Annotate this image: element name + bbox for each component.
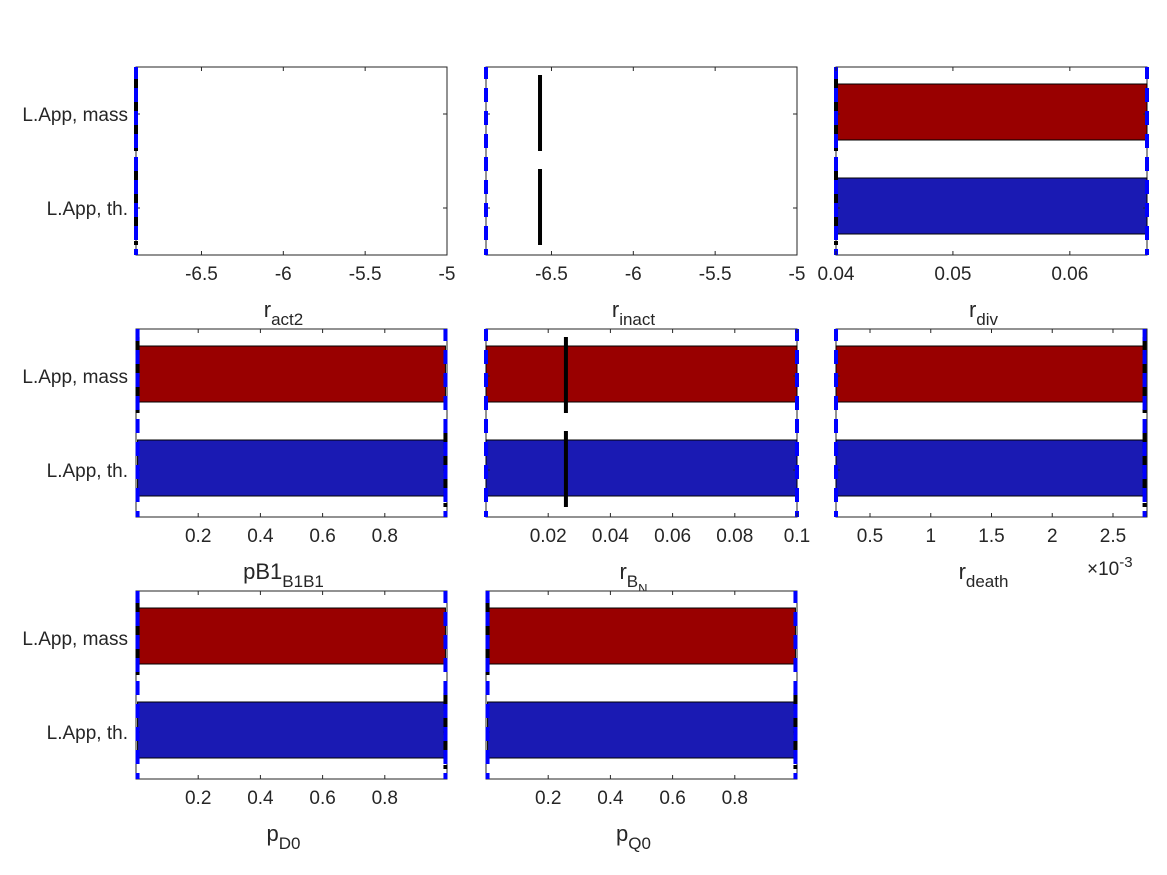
bar-th — [137, 701, 446, 759]
x-tick-label: -6.5 — [185, 264, 218, 285]
x-axis-label-sub: B — [627, 572, 638, 591]
x-tick-label: 2.5 — [1100, 526, 1126, 547]
bar-th — [487, 701, 796, 759]
category-label: L.App, th. — [47, 723, 128, 744]
axes-box — [485, 66, 798, 256]
x-exponent-power: -3 — [1119, 554, 1132, 571]
x-axis-label: pQ0 — [616, 821, 651, 853]
x-tick-label: 0.8 — [372, 788, 398, 809]
x-tick-label: 0.1 — [784, 526, 810, 547]
x-tick-label: 1.5 — [978, 526, 1004, 547]
x-tick-label: 0.06 — [654, 526, 691, 547]
x-tick-label: 0.8 — [372, 526, 398, 547]
x-axis-label-sub: Q0 — [628, 834, 651, 853]
x-axis-label-sub: inact — [619, 310, 655, 329]
x-axis-label-main: r — [619, 559, 626, 584]
bar-mass — [485, 345, 798, 403]
category-label: L.App, th. — [47, 461, 128, 482]
x-tick-label: 2 — [1047, 526, 1058, 547]
x-exponent-label: ×10-3 — [1087, 554, 1133, 580]
bar-mass — [835, 83, 1148, 141]
x-tick-label: 0.4 — [247, 788, 274, 809]
panel-1: -6.5 -6 -5.5 -5 L.App, mass L.App, th. ract2 — [22, 66, 456, 329]
x-axis-label-main: r — [969, 297, 976, 322]
x-exponent-base: ×10 — [1087, 559, 1119, 580]
panel-4: 0.2 0.4 0.6 0.8 L.App, mass L.App, th. pB1B1B1 — [22, 328, 448, 591]
x-tick-label: -5.5 — [699, 264, 732, 285]
x-tick-label: 0.2 — [185, 526, 211, 547]
panel-6: 0.5 1 1.5 2 2.5 rdeath ×10-3 — [834, 328, 1148, 591]
x-tick-label: 1 — [925, 526, 936, 547]
x-axis-label-sub: B1B1 — [282, 572, 324, 591]
bar-th — [137, 439, 446, 497]
x-axis-label-sub: act2 — [271, 310, 303, 329]
panel-7: 0.2 0.4 0.6 0.8 L.App, mass L.App, th. pD0 — [22, 590, 448, 853]
bar-mass — [137, 607, 446, 665]
x-tick-label: 0.4 — [247, 526, 274, 547]
x-axis-label-main: r — [264, 297, 271, 322]
x-tick-label: -5 — [789, 264, 806, 285]
x-tick-label: 0.06 — [1051, 264, 1088, 285]
category-label: L.App, mass — [22, 629, 128, 650]
panel-3: 0.04 0.05 0.06 rdiv — [818, 66, 1149, 329]
category-label: L.App, mass — [22, 105, 128, 126]
x-tick-label: 0.04 — [592, 526, 629, 547]
x-tick-label: 0.5 — [857, 526, 883, 547]
x-tick-label: 0.05 — [934, 264, 971, 285]
bar-th — [485, 439, 798, 497]
panel-8: 0.2 0.4 0.6 0.8 pQ0 — [485, 590, 798, 853]
x-axis-label: rinact — [612, 297, 656, 329]
x-tick-label: -5.5 — [349, 264, 382, 285]
x-tick-label: 0.08 — [716, 526, 753, 547]
x-axis-label-sub: D0 — [279, 834, 301, 853]
bar-mass — [137, 345, 446, 403]
x-axis-label-main: r — [959, 559, 966, 584]
bar-th — [835, 177, 1148, 235]
x-axis-label-subsub: N — [638, 581, 647, 596]
x-tick-label: 0.04 — [818, 264, 855, 285]
x-tick-label: -6 — [275, 264, 292, 285]
x-axis-label: rBNrB_N — [619, 559, 647, 596]
x-tick-label: 0.2 — [535, 788, 561, 809]
x-axis-label: rdiv — [969, 297, 999, 329]
x-axis-label-main: p — [616, 821, 628, 846]
panel-2: -6.5 -6 -5.5 -5 rinact — [484, 66, 806, 329]
panel-5: 0.02 0.04 0.06 0.08 0.1 rBNrB_N — [484, 328, 810, 596]
x-axis-label: rdeath — [959, 559, 1009, 591]
bar-th — [835, 439, 1146, 497]
x-tick-label: 0.6 — [659, 788, 685, 809]
x-tick-label: 0.4 — [597, 788, 624, 809]
x-tick-label: 0.6 — [309, 788, 335, 809]
bar-mass — [835, 345, 1146, 403]
x-tick-label: 0.02 — [530, 526, 567, 547]
x-tick-label: 0.8 — [722, 788, 748, 809]
axes-box — [135, 66, 448, 256]
x-axis-label-main: p — [267, 821, 279, 846]
x-axis-label-sub: div — [976, 310, 998, 329]
x-tick-label: -5 — [439, 264, 456, 285]
x-axis-label: ract2 — [264, 297, 303, 329]
x-tick-label: -6 — [625, 264, 642, 285]
category-label: L.App, th. — [47, 199, 128, 220]
x-tick-label: 0.2 — [185, 788, 211, 809]
x-axis-label-main: pB1 — [243, 559, 282, 584]
x-tick-label: -6.5 — [535, 264, 568, 285]
x-axis-label: pB1B1B1 — [243, 559, 324, 591]
x-tick-label: 0.6 — [309, 526, 335, 547]
category-label: L.App, mass — [22, 367, 128, 388]
x-axis-label: pD0 — [267, 821, 301, 853]
x-axis-label-sub: death — [966, 572, 1009, 591]
bar-mass — [487, 607, 796, 665]
x-axis-label-main: r — [612, 297, 619, 322]
